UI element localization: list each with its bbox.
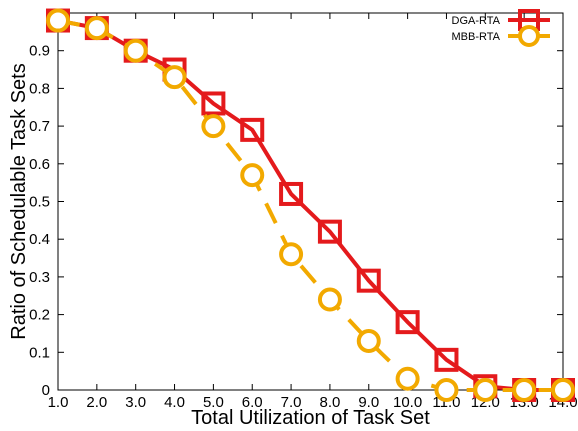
x-tick-label: 9.0 — [358, 394, 379, 411]
y-tick-label: 0.4 — [29, 231, 50, 248]
data-point-circle — [84, 16, 109, 41]
data-point-square — [279, 181, 304, 206]
plot-frame — [57, 12, 564, 391]
series-line — [57, 18, 563, 392]
y-tick-label: 0 — [42, 382, 50, 399]
x-tick-label: 10.0 — [393, 394, 422, 411]
y-tick-label: 0.8 — [29, 80, 50, 97]
x-tick-label: 1.0 — [48, 394, 69, 411]
x-tick-label: 8.0 — [319, 394, 340, 411]
x-tick-label: 3.0 — [125, 394, 146, 411]
data-point-square — [356, 268, 381, 293]
y-tick-label: 0.9 — [29, 43, 50, 60]
data-point-circle — [473, 378, 498, 402]
x-tick-label: 2.0 — [86, 394, 107, 411]
data-point-circle — [240, 163, 265, 188]
data-point-circle — [356, 328, 381, 353]
y-tick-label: 0.3 — [29, 269, 50, 286]
legend-marker-circle — [518, 25, 540, 47]
data-point-square — [434, 347, 459, 372]
y-tick-label: 0.7 — [29, 118, 50, 135]
series-layer — [46, 8, 575, 402]
y-tick-label: 0.2 — [29, 307, 50, 324]
y-axis-title: Ratio of Schedulable Task Sets — [8, 63, 30, 339]
data-point-circle — [279, 242, 304, 267]
series-line — [57, 18, 563, 392]
y-axis-ticks: 0 0.1 0.2 0.3 0.4 0.5 0.6 0.7 0.8 0.9 — [29, 43, 563, 399]
series-dga-rta — [46, 8, 575, 402]
data-point-square — [395, 310, 420, 335]
x-axis-ticks: 1.0 2.0 3.0 4.0 5.0 6.0 7.0 8.0 9.0 10.0 11.0 12.0 1… — [48, 13, 578, 411]
y-tick-label: 0.5 — [29, 194, 50, 211]
series-mbb-rta — [46, 8, 575, 402]
data-point-square — [240, 117, 265, 142]
data-point-square — [317, 219, 342, 244]
x-tick-label: 4.0 — [164, 394, 185, 411]
y-tick-label: 0.6 — [29, 156, 50, 173]
data-point-circle — [551, 378, 575, 402]
data-point-circle — [46, 8, 70, 33]
data-point-circle — [123, 38, 148, 63]
legend-label: DGA-RTA — [452, 15, 501, 27]
plot-border — [57, 12, 564, 391]
data-point-circle — [512, 378, 537, 402]
data-point-circle — [162, 65, 187, 90]
x-tick-label: 6.0 — [242, 394, 263, 411]
x-axis-title: Total Utilization of Task Set — [191, 407, 430, 429]
data-point-circle — [201, 114, 226, 139]
x-tick-label: 5.0 — [203, 394, 224, 411]
x-tick-label: 7.0 — [281, 394, 302, 411]
data-point-square — [201, 91, 226, 116]
y-tick-label: 0.1 — [29, 344, 50, 361]
data-point-circle — [317, 287, 342, 312]
legend: DGA-RTA MBB-RTA — [452, 9, 550, 47]
legend-label: MBB-RTA — [452, 31, 501, 43]
data-point-circle — [395, 366, 420, 391]
data-point-circle — [434, 378, 459, 402]
